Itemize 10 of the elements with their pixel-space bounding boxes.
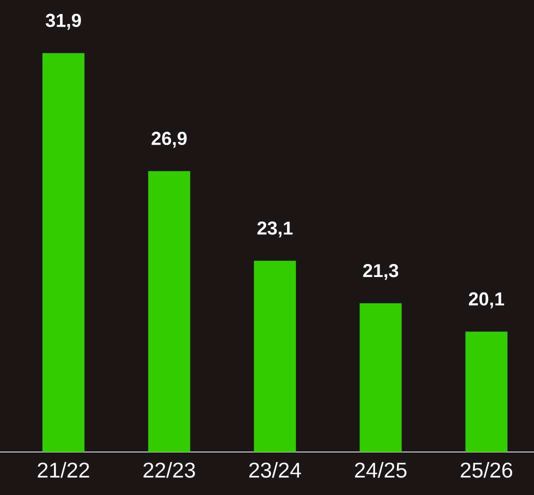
data-label: 31,9: [46, 14, 81, 30]
x-tick-label: 22/23: [144, 462, 195, 478]
x-tick-label: 24/25: [355, 462, 406, 478]
data-label: 26,9: [152, 132, 187, 148]
x-tick-label: 23/24: [249, 462, 301, 478]
x-tick-label: 21/22: [38, 462, 90, 478]
data-label: 23,1: [257, 221, 293, 238]
data-label: 21,3: [363, 264, 398, 280]
x-tick-label: 25/26: [460, 462, 512, 478]
data-label: 20,1: [468, 292, 504, 308]
